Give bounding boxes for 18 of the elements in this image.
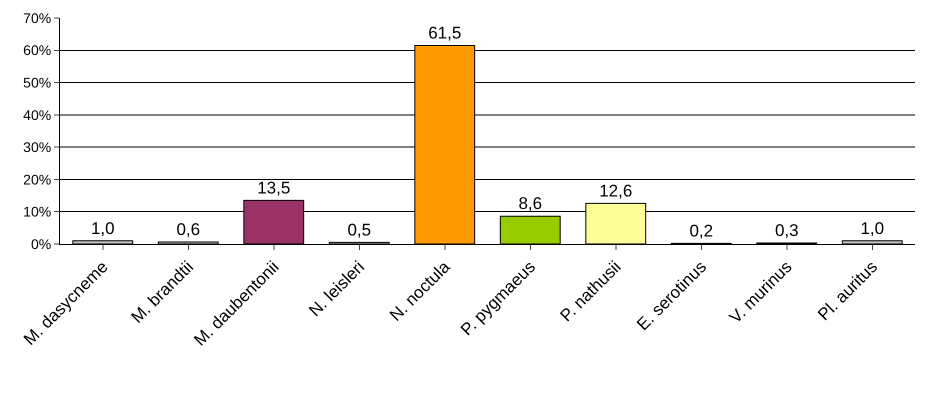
y-tick-label: 10% xyxy=(23,204,52,220)
y-tick-label: 40% xyxy=(23,106,52,123)
data-label: 8,6 xyxy=(518,194,542,214)
y-tick-label: 0% xyxy=(30,236,52,252)
data-label: 0,5 xyxy=(347,220,372,240)
data-label: 1,0 xyxy=(860,218,884,238)
data-label: 0,3 xyxy=(774,221,799,240)
y-tick-label: 50% xyxy=(23,74,52,90)
data-label: 13,5 xyxy=(257,178,290,198)
data-label: 1,0 xyxy=(90,218,115,238)
y-tick-label: 70% xyxy=(23,10,52,26)
data-label: 12,6 xyxy=(599,181,632,200)
data-label: 61,5 xyxy=(428,23,462,42)
y-tick-label: 30% xyxy=(23,139,52,156)
y-tick-label: 20% xyxy=(23,171,52,188)
data-label: 0,6 xyxy=(176,220,200,240)
y-tick-label: 60% xyxy=(23,42,52,58)
data-label: 0,2 xyxy=(689,221,714,240)
